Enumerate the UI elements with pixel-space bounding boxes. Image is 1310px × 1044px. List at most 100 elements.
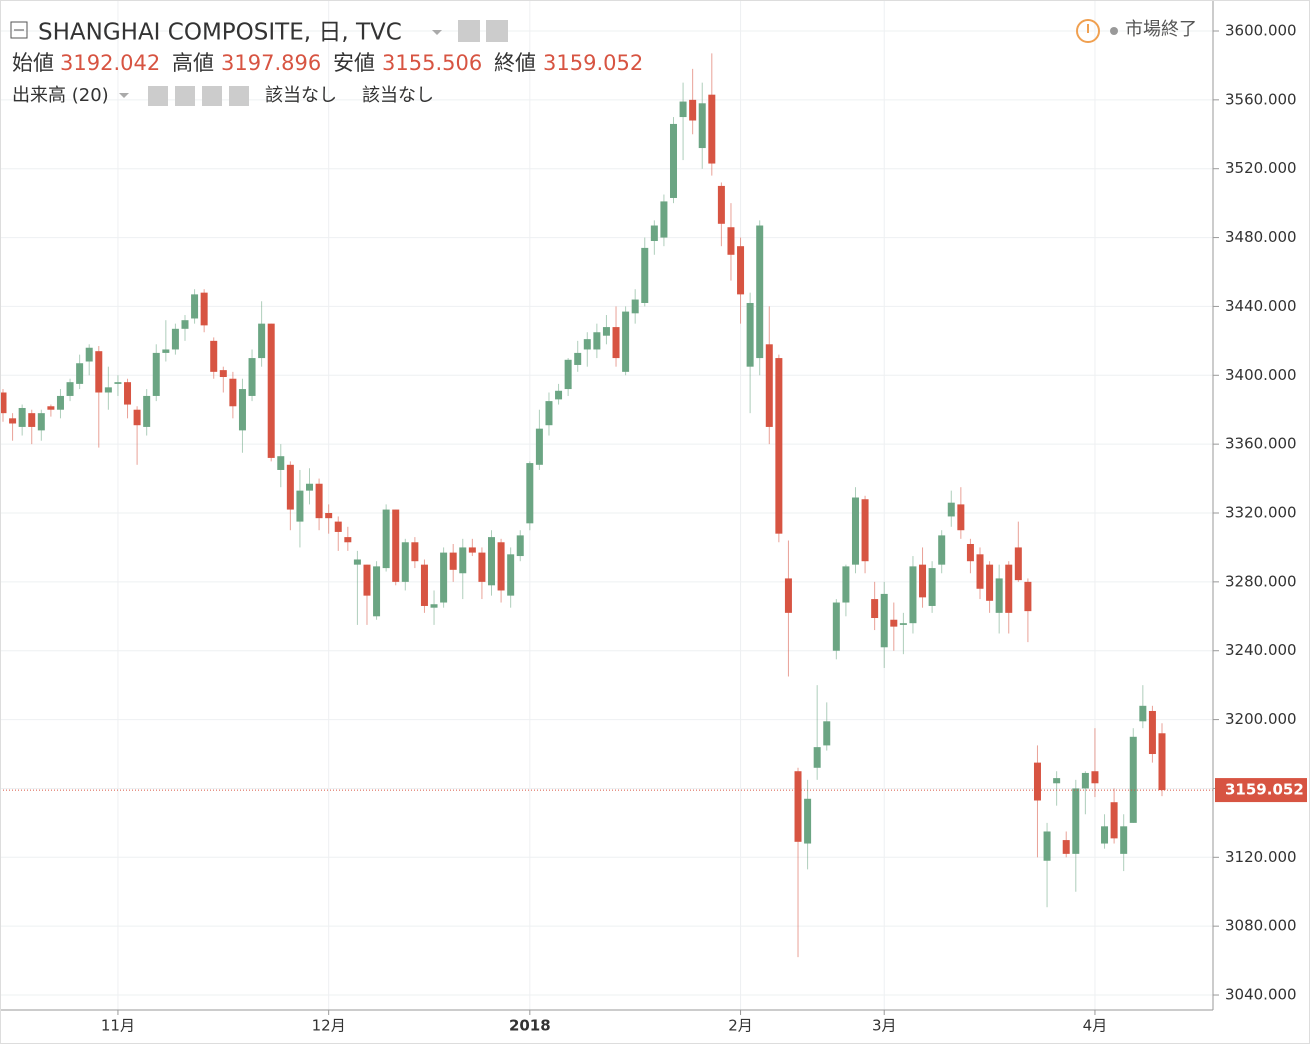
open-label: 始値: [12, 51, 54, 75]
warning-icon[interactable]: [1076, 19, 1100, 43]
chart-title: SHANGHAI COMPOSITE, 日, TVC: [38, 20, 402, 46]
candle-body: [200, 292, 208, 326]
dropdown-arrow[interactable]: [119, 93, 129, 98]
dropdown-arrow[interactable]: [432, 30, 442, 35]
candle-body: [238, 389, 246, 431]
candle-body: [286, 464, 294, 510]
candle-body: [152, 352, 160, 396]
candle-body: [919, 564, 927, 598]
collapse-icon[interactable]: [10, 21, 28, 39]
eye-icon[interactable]: [458, 20, 480, 42]
candle-body: [47, 406, 55, 410]
candle-body: [555, 390, 563, 400]
candle-body: [861, 499, 869, 562]
candle-body: [210, 340, 218, 372]
candle-body: [18, 407, 26, 427]
status-dot: [1110, 27, 1118, 35]
candle-body: [842, 566, 850, 603]
y-tick-label: 3320.000: [1225, 504, 1297, 522]
candle-body: [1062, 840, 1070, 854]
candle-body: [1081, 772, 1089, 789]
candle-body: [1110, 802, 1118, 839]
candle-body: [813, 747, 821, 768]
candle-body: [1091, 771, 1099, 784]
candle-body: [995, 578, 1003, 613]
candle-body: [1043, 831, 1051, 861]
add-icon[interactable]: [202, 86, 222, 106]
candle-body: [708, 94, 716, 164]
candle-body: [296, 490, 304, 522]
candle-body: [641, 247, 649, 303]
candle-body: [1072, 788, 1080, 854]
candle-body: [114, 382, 122, 384]
low-label: 安値: [333, 51, 375, 75]
candle-body: [277, 456, 285, 470]
candle-body: [650, 225, 658, 242]
candle-body: [85, 347, 93, 362]
candle-body: [143, 395, 151, 427]
candle-body: [526, 463, 534, 524]
y-tick-label: 3520.000: [1225, 159, 1297, 177]
eye-icon[interactable]: [148, 86, 168, 106]
candle-body: [631, 299, 639, 314]
last-price-label: 3159.052: [1225, 781, 1304, 799]
candle-body: [1101, 826, 1109, 844]
candle-body: [66, 382, 74, 396]
y-tick-label: 3040.000: [1225, 986, 1297, 1004]
candle-body: [37, 413, 45, 431]
candle-body: [909, 566, 917, 624]
candle-body: [583, 339, 591, 350]
y-tick-label: 3480.000: [1225, 228, 1297, 246]
candle-body: [871, 599, 879, 619]
candle-body: [1158, 733, 1166, 791]
y-tick-label: 3440.000: [1225, 297, 1297, 315]
candle-body: [660, 201, 668, 238]
candle-body: [28, 413, 36, 427]
y-tick-label: 3080.000: [1225, 917, 1297, 935]
candle-body: [516, 535, 524, 557]
candle-body: [95, 351, 103, 393]
x-tick-label: 3月: [872, 1017, 897, 1035]
candle-body: [171, 328, 179, 350]
candle-body: [1014, 547, 1022, 581]
candle-body: [353, 559, 361, 565]
candle-body: [756, 225, 764, 359]
candle-body: [1053, 778, 1061, 784]
candle-body: [784, 578, 792, 613]
candle-body: [669, 123, 677, 198]
candle-body: [947, 502, 955, 517]
y-tick-label: 3360.000: [1225, 435, 1297, 453]
candle-body: [1148, 710, 1156, 755]
candle-body: [564, 359, 572, 390]
candle-body: [794, 771, 802, 842]
candle-body: [832, 602, 840, 651]
candle-body: [746, 302, 754, 367]
x-tick-label: 11月: [101, 1017, 135, 1035]
settings-icon[interactable]: [486, 20, 508, 42]
candle-body: [0, 392, 7, 414]
candle-body: [679, 101, 687, 118]
candle-body: [315, 483, 323, 519]
candle-body: [593, 332, 601, 350]
candle-body: [56, 395, 64, 410]
candle-body: [574, 352, 582, 365]
candle-body: [478, 552, 486, 582]
candle-body: [602, 327, 610, 336]
candle-body: [104, 387, 112, 393]
candle-body: [823, 721, 831, 746]
candle-body: [420, 564, 428, 606]
high-value: 3197.896: [221, 51, 321, 75]
candle-body: [373, 566, 381, 617]
candle-body: [191, 294, 199, 319]
candle-body: [1024, 581, 1032, 612]
settings-icon[interactable]: [175, 86, 195, 106]
remove-icon[interactable]: [229, 86, 249, 106]
candle-body: [411, 542, 419, 562]
candle-body: [899, 623, 907, 625]
close-label: 終値: [494, 51, 536, 75]
candle-body: [775, 358, 783, 534]
candle-body: [344, 537, 352, 543]
candle-body: [737, 246, 745, 295]
candle-body: [229, 378, 237, 407]
